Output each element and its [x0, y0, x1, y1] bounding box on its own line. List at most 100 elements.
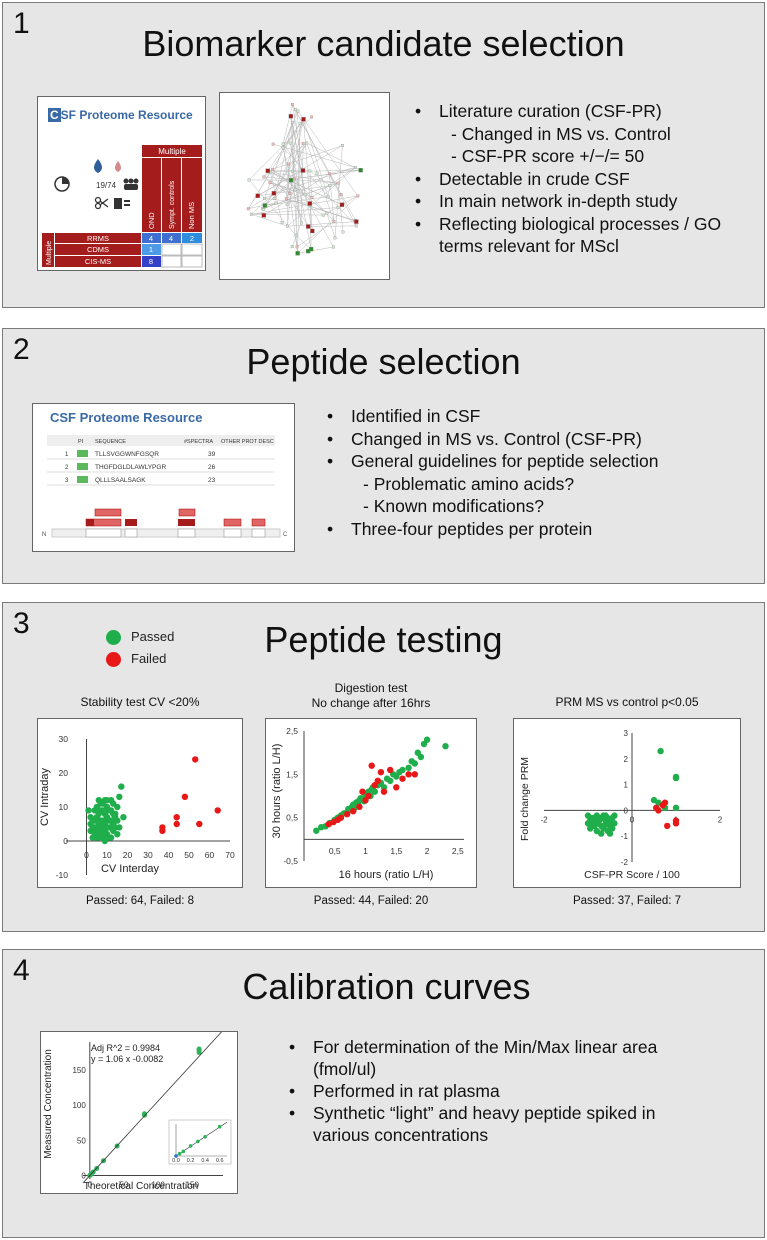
- network-node: [333, 236, 337, 240]
- network-node: [303, 193, 307, 197]
- network-edge: [309, 170, 313, 198]
- passed-point: [606, 830, 614, 837]
- y-tick-label: 0: [624, 806, 629, 815]
- network-edge: [248, 171, 271, 209]
- network-node: [296, 109, 300, 113]
- calibration-chart-card: 0 50 100 150 0 50 100 150 Theoretical Concentrat…: [40, 1030, 238, 1194]
- network-edge: [282, 104, 293, 145]
- inset-point: [196, 1139, 200, 1144]
- x-tick-label: 60: [205, 850, 215, 860]
- network-edge: [251, 207, 339, 215]
- failed-point: [387, 766, 394, 774]
- prm-caption: Passed: 37, Failed: 7: [572, 895, 682, 907]
- failed-point: [664, 822, 671, 830]
- stability-chart: 0 10 20 30 40 50 60 70 30 20 10 0 -10 CV Interday CV I…: [39, 734, 235, 880]
- sub-bullet-item: - Changed in MS vs. Control: [451, 123, 671, 144]
- x-axis-label: Theoretical Concentration: [84, 1181, 199, 1192]
- x-tick-label: -2: [540, 815, 548, 824]
- network-node: [286, 224, 289, 228]
- passed-point: [598, 830, 605, 837]
- equation-fit: y = 1.06 x -0.0082: [91, 1054, 163, 1064]
- pi-swatch: [77, 450, 88, 457]
- failed-point: [159, 824, 166, 831]
- network-node: [265, 168, 270, 173]
- passed-point: [657, 747, 664, 755]
- passed-point: [411, 760, 418, 767]
- x-tick-label: 0: [630, 815, 635, 824]
- document-icon: [114, 198, 130, 209]
- network-node: [307, 201, 313, 206]
- csf-pr-logo: C SF Proteome Resource: [48, 108, 193, 122]
- panel-title: Peptide testing: [264, 619, 503, 660]
- network-node: [310, 115, 313, 119]
- stability-heading: Stability test CV <20%: [80, 695, 200, 709]
- y-tick-label: 50: [77, 1136, 86, 1145]
- network-node: [295, 251, 300, 256]
- network-node: [306, 224, 311, 229]
- network-node: [288, 141, 292, 145]
- network-edge: [251, 195, 358, 215]
- x-axis-label: 16 hours (ratio L/H): [339, 869, 434, 881]
- passed-point: [609, 825, 616, 832]
- y-axis-label: CV Intraday: [39, 767, 51, 826]
- failed-point: [214, 807, 221, 814]
- panel2-bullets: Identified in CSF Changed in MS vs. Cont…: [321, 405, 761, 540]
- y-tick-label: 30: [59, 734, 69, 744]
- peptide-table: PI SEQUENCE #SPECTRA OTHER PROT DESC 1 T…: [42, 435, 288, 538]
- network-edge: [263, 173, 330, 216]
- failed-point: [173, 820, 180, 828]
- digestion-caption: Passed: 44, Failed: 20: [313, 895, 429, 907]
- y-tick-label: 0: [81, 1171, 86, 1180]
- y-axis-label: Fold change PRM: [519, 757, 531, 841]
- inset-point: [181, 1149, 186, 1154]
- failed-point: [655, 807, 662, 814]
- y-tick-label: 0,5: [286, 813, 298, 823]
- x-tick-label: 100: [151, 1180, 165, 1189]
- matrix-cell: 1: [149, 245, 153, 254]
- network-edge: [294, 178, 334, 248]
- network-edge: [329, 173, 342, 195]
- network-edge: [248, 116, 312, 181]
- network-node: [268, 181, 272, 185]
- network-edge: [274, 122, 293, 199]
- network-edge: [257, 170, 304, 197]
- passed-point: [87, 814, 94, 821]
- failed-point: [661, 799, 669, 806]
- network-edge: [262, 142, 308, 209]
- passed-point: [103, 797, 111, 804]
- table-header: SEQUENCE: [95, 439, 126, 445]
- network-edge: [296, 221, 335, 248]
- matrix-cell: 8: [149, 257, 153, 266]
- drop-icon: [94, 159, 121, 173]
- network-edge: [287, 221, 357, 227]
- csf-pr-matrix: 19/74 Multiple OND Sympt. controls Non M…: [42, 145, 203, 268]
- passed-point: [387, 777, 394, 784]
- data-point: [196, 1046, 202, 1052]
- network-node: [271, 191, 277, 196]
- passed-point: [110, 810, 117, 817]
- failed-point: [192, 756, 199, 763]
- network-node: [293, 188, 297, 192]
- passed-point: [112, 824, 119, 831]
- x-tick-label: 30: [143, 850, 153, 860]
- network-node: [262, 203, 268, 208]
- network-edge: [286, 178, 295, 199]
- network-edge: [297, 123, 301, 254]
- failed-point: [399, 775, 406, 782]
- digestion-heading-1: Digestion test: [334, 681, 408, 695]
- panel-number: 4: [13, 954, 30, 987]
- passed-point: [423, 736, 431, 743]
- network-node: [271, 142, 275, 146]
- inset-x-tick: 0.2: [187, 1158, 195, 1164]
- stability-chart-card: 0 10 20 30 40 50 60 70 30 20 10 0 -10 CV Interday CV I…: [37, 718, 243, 888]
- network-node: [291, 103, 294, 106]
- network-node: [325, 211, 329, 215]
- matrix-top-header: Multiple: [158, 147, 186, 156]
- legend-label: Passed: [131, 629, 175, 644]
- bullet-item: Performed in rat plasma: [283, 1080, 703, 1102]
- inset-point: [188, 1144, 193, 1148]
- network-node: [290, 120, 294, 124]
- table-cell: QLLLSAALSAGK: [95, 477, 146, 484]
- n-terminus-label: N: [42, 532, 46, 538]
- network-node: [271, 167, 275, 171]
